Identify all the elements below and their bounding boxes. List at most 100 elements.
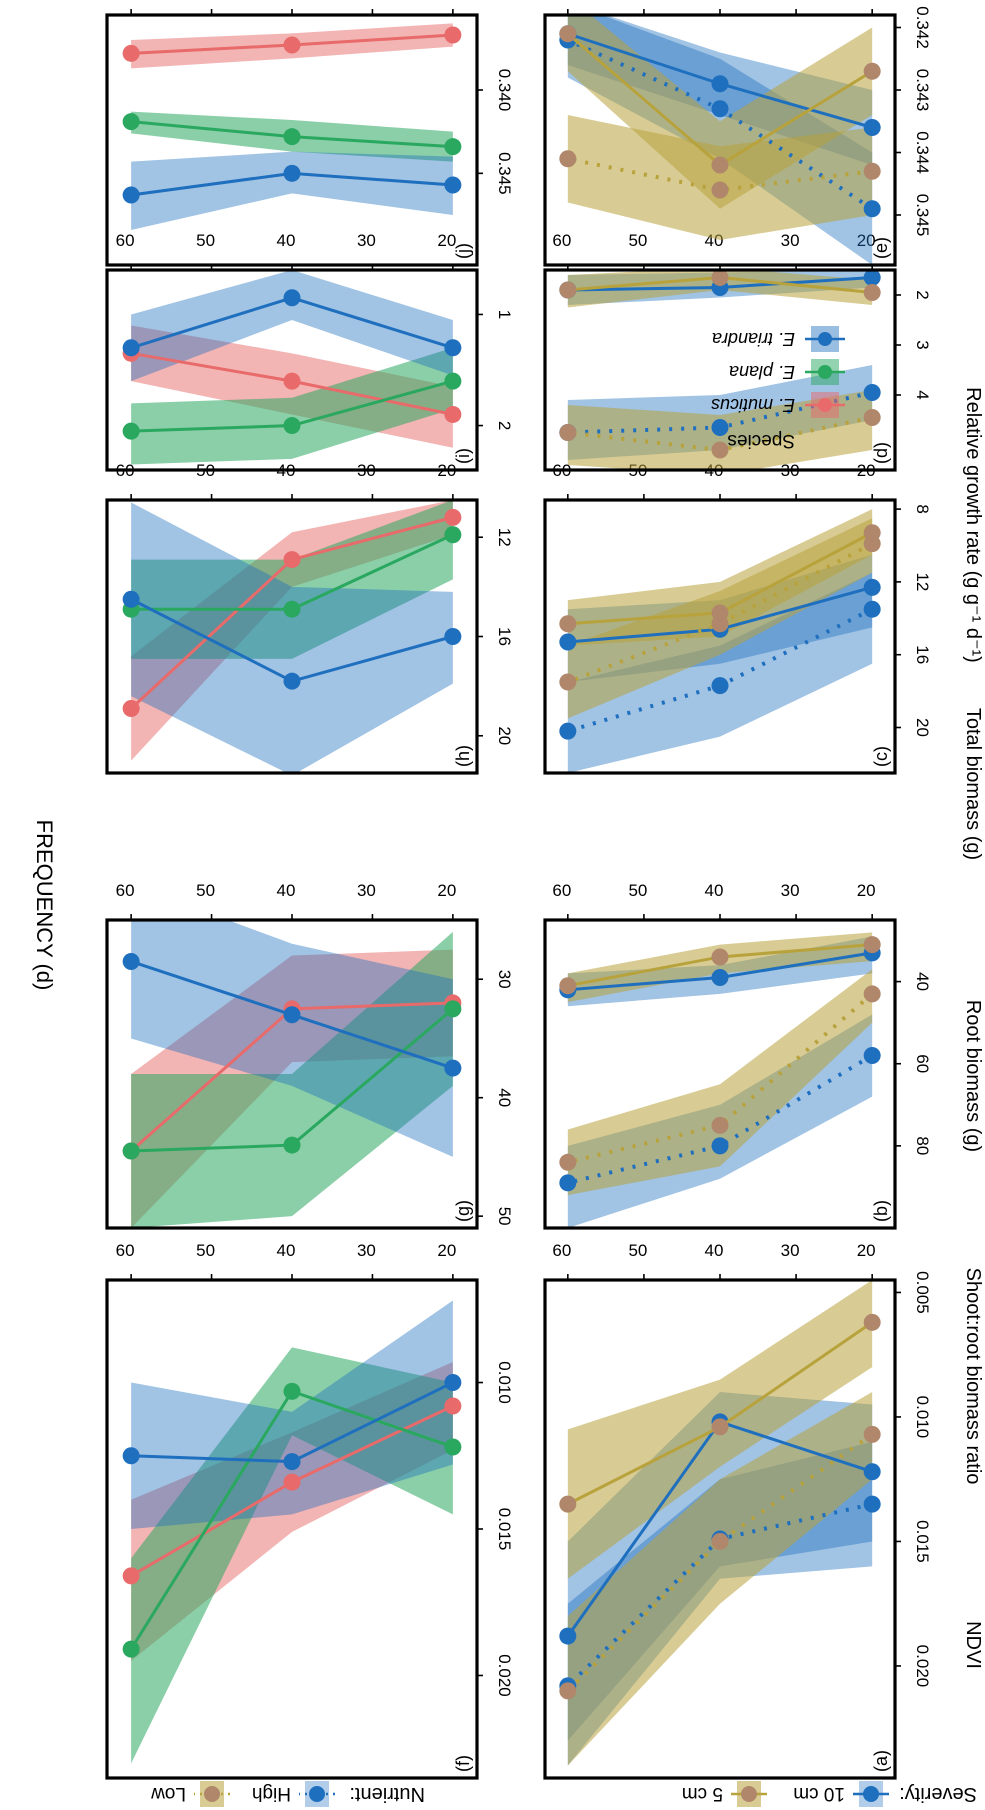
- panel-label: (c): [871, 746, 891, 767]
- y-tick-label: 8: [913, 504, 932, 513]
- legend-treatments: Severity: 10 cm 5 cm Nutrient: High: [151, 1781, 977, 1807]
- point-g-1-2: [122, 1142, 140, 1160]
- legend-nutrient-item-high: High: [252, 1781, 335, 1807]
- band-c-2: [567, 509, 873, 646]
- point-i-1-0: [444, 372, 462, 390]
- y-tick-label: 1: [495, 310, 514, 319]
- band-j-2: [131, 151, 453, 230]
- point-a-3-2: [559, 1682, 577, 1700]
- point-d-1-1: [711, 419, 729, 436]
- x-tick-label: 20: [857, 231, 876, 250]
- legend-species-item-triandra: E. triandra: [712, 326, 845, 352]
- point-f-1-2: [122, 1640, 140, 1658]
- x-tick-label: 30: [781, 881, 800, 900]
- x-tick-label: 60: [552, 231, 571, 250]
- y-tick-label: 50: [495, 1207, 514, 1226]
- point-j-0-2: [122, 44, 140, 62]
- point-a-3-0: [863, 1425, 881, 1443]
- legend-species-item-plana: E. plana: [729, 359, 845, 385]
- legend-nutrient-label: Nutrient:: [349, 1783, 425, 1805]
- band-f-1: [131, 1347, 453, 1764]
- point-e-0-0: [863, 119, 881, 136]
- y-tick-label: 80: [913, 1136, 932, 1155]
- band-f-2: [131, 1300, 453, 1529]
- point-e-3-2: [559, 150, 577, 168]
- ylabel-rgr: Relative growth rate (g g⁻¹ d⁻¹): [962, 387, 984, 663]
- point-b-2-2: [559, 977, 577, 995]
- point-e-2-0: [863, 62, 881, 80]
- point-c-3-2: [559, 673, 577, 691]
- point-e-1-0: [863, 200, 881, 218]
- point-d-1-0: [863, 384, 881, 401]
- point-f-2-2: [122, 1447, 140, 1465]
- x-tick-label: 50: [196, 881, 215, 900]
- x-tick-label: 20: [857, 881, 876, 900]
- point-i-0-1: [283, 372, 301, 390]
- x-tick-label: 50: [196, 1241, 215, 1260]
- band-g-2: [131, 920, 453, 1157]
- panel-label: (i): [453, 448, 473, 464]
- line-a-3: [566, 1432, 874, 1693]
- legend-species-plana: E. plana: [729, 362, 795, 382]
- point-h-0-1: [283, 551, 301, 569]
- point-c-3-1: [711, 615, 729, 633]
- point-d-3-0: [863, 409, 881, 426]
- point-c-0-2: [559, 633, 577, 651]
- legend-severity-item-5cm: 5 cm: [682, 1781, 767, 1807]
- panel-a: 20 30 40 50 60 0.005 0.010 0.015 0.020 (a): [543, 1241, 932, 1780]
- panel-label: (g): [453, 1200, 473, 1222]
- point-h-0-0: [444, 508, 462, 526]
- point-g-2-1: [283, 1006, 301, 1024]
- point-d-2-1: [711, 270, 729, 286]
- point-c-1-1: [711, 677, 729, 695]
- point-f-2-0: [444, 1374, 462, 1392]
- y-tick-label: 20: [495, 726, 514, 745]
- point-d-3-2: [559, 424, 577, 441]
- point-a-2-2: [559, 1495, 577, 1513]
- band-c-1: [567, 572, 873, 773]
- point-e-2-1: [711, 156, 729, 174]
- y-tick-label: 3: [913, 340, 932, 349]
- point-c-0-0: [863, 578, 881, 596]
- x-tick-label: 20: [857, 1241, 876, 1260]
- point-j-2-1: [283, 164, 301, 182]
- band-a-3: [567, 1392, 873, 1766]
- y-tick-label: 2: [913, 290, 932, 299]
- ylabel-shoot-root: Shoot:root biomass ratio: [962, 1268, 984, 1485]
- point-b-1-2: [559, 1174, 577, 1192]
- band-h-2: [131, 502, 453, 773]
- point-j-1-2: [122, 113, 140, 131]
- y-tick-label: 0.010: [495, 1361, 514, 1404]
- y-tick-label: 16: [495, 627, 514, 646]
- legend-severity-item-10cm: 10 cm: [793, 1781, 889, 1807]
- x-tick-label: 30: [357, 231, 376, 250]
- y-tick-label: 0.010: [913, 1396, 932, 1439]
- point-b-3-1: [711, 1116, 729, 1134]
- point-i-1-2: [122, 422, 140, 440]
- panel-label: (e): [871, 237, 891, 259]
- y-tick-label: 0.005: [913, 1271, 932, 1314]
- y-tick-label: 12: [495, 528, 514, 547]
- point-d-2-2: [559, 281, 577, 299]
- point-b-2-1: [711, 948, 729, 966]
- x-tick-label: 60: [552, 881, 571, 900]
- x-tick-label: 20: [437, 881, 456, 900]
- point-a-2-0: [863, 1313, 881, 1331]
- y-tick-label: 0.020: [913, 1645, 932, 1688]
- legend-species-muticus: E. muticus: [711, 395, 795, 415]
- point-a-0-0: [863, 1463, 881, 1481]
- x-tick-label: 60: [552, 1241, 571, 1260]
- point-f-2-1: [283, 1453, 301, 1471]
- point-c-1-2: [559, 722, 577, 740]
- point-b-2-0: [863, 936, 881, 954]
- x-tick-label: 30: [781, 1241, 800, 1260]
- point-d-0-0: [863, 270, 881, 286]
- point-c-1-0: [863, 600, 881, 618]
- x-tick-label: 60: [116, 231, 135, 250]
- point-f-1-1: [283, 1382, 301, 1400]
- legend-severity-10cm: 10 cm: [793, 1783, 845, 1804]
- point-i-2-1: [283, 289, 301, 307]
- y-tick-label: 0.340: [495, 69, 514, 112]
